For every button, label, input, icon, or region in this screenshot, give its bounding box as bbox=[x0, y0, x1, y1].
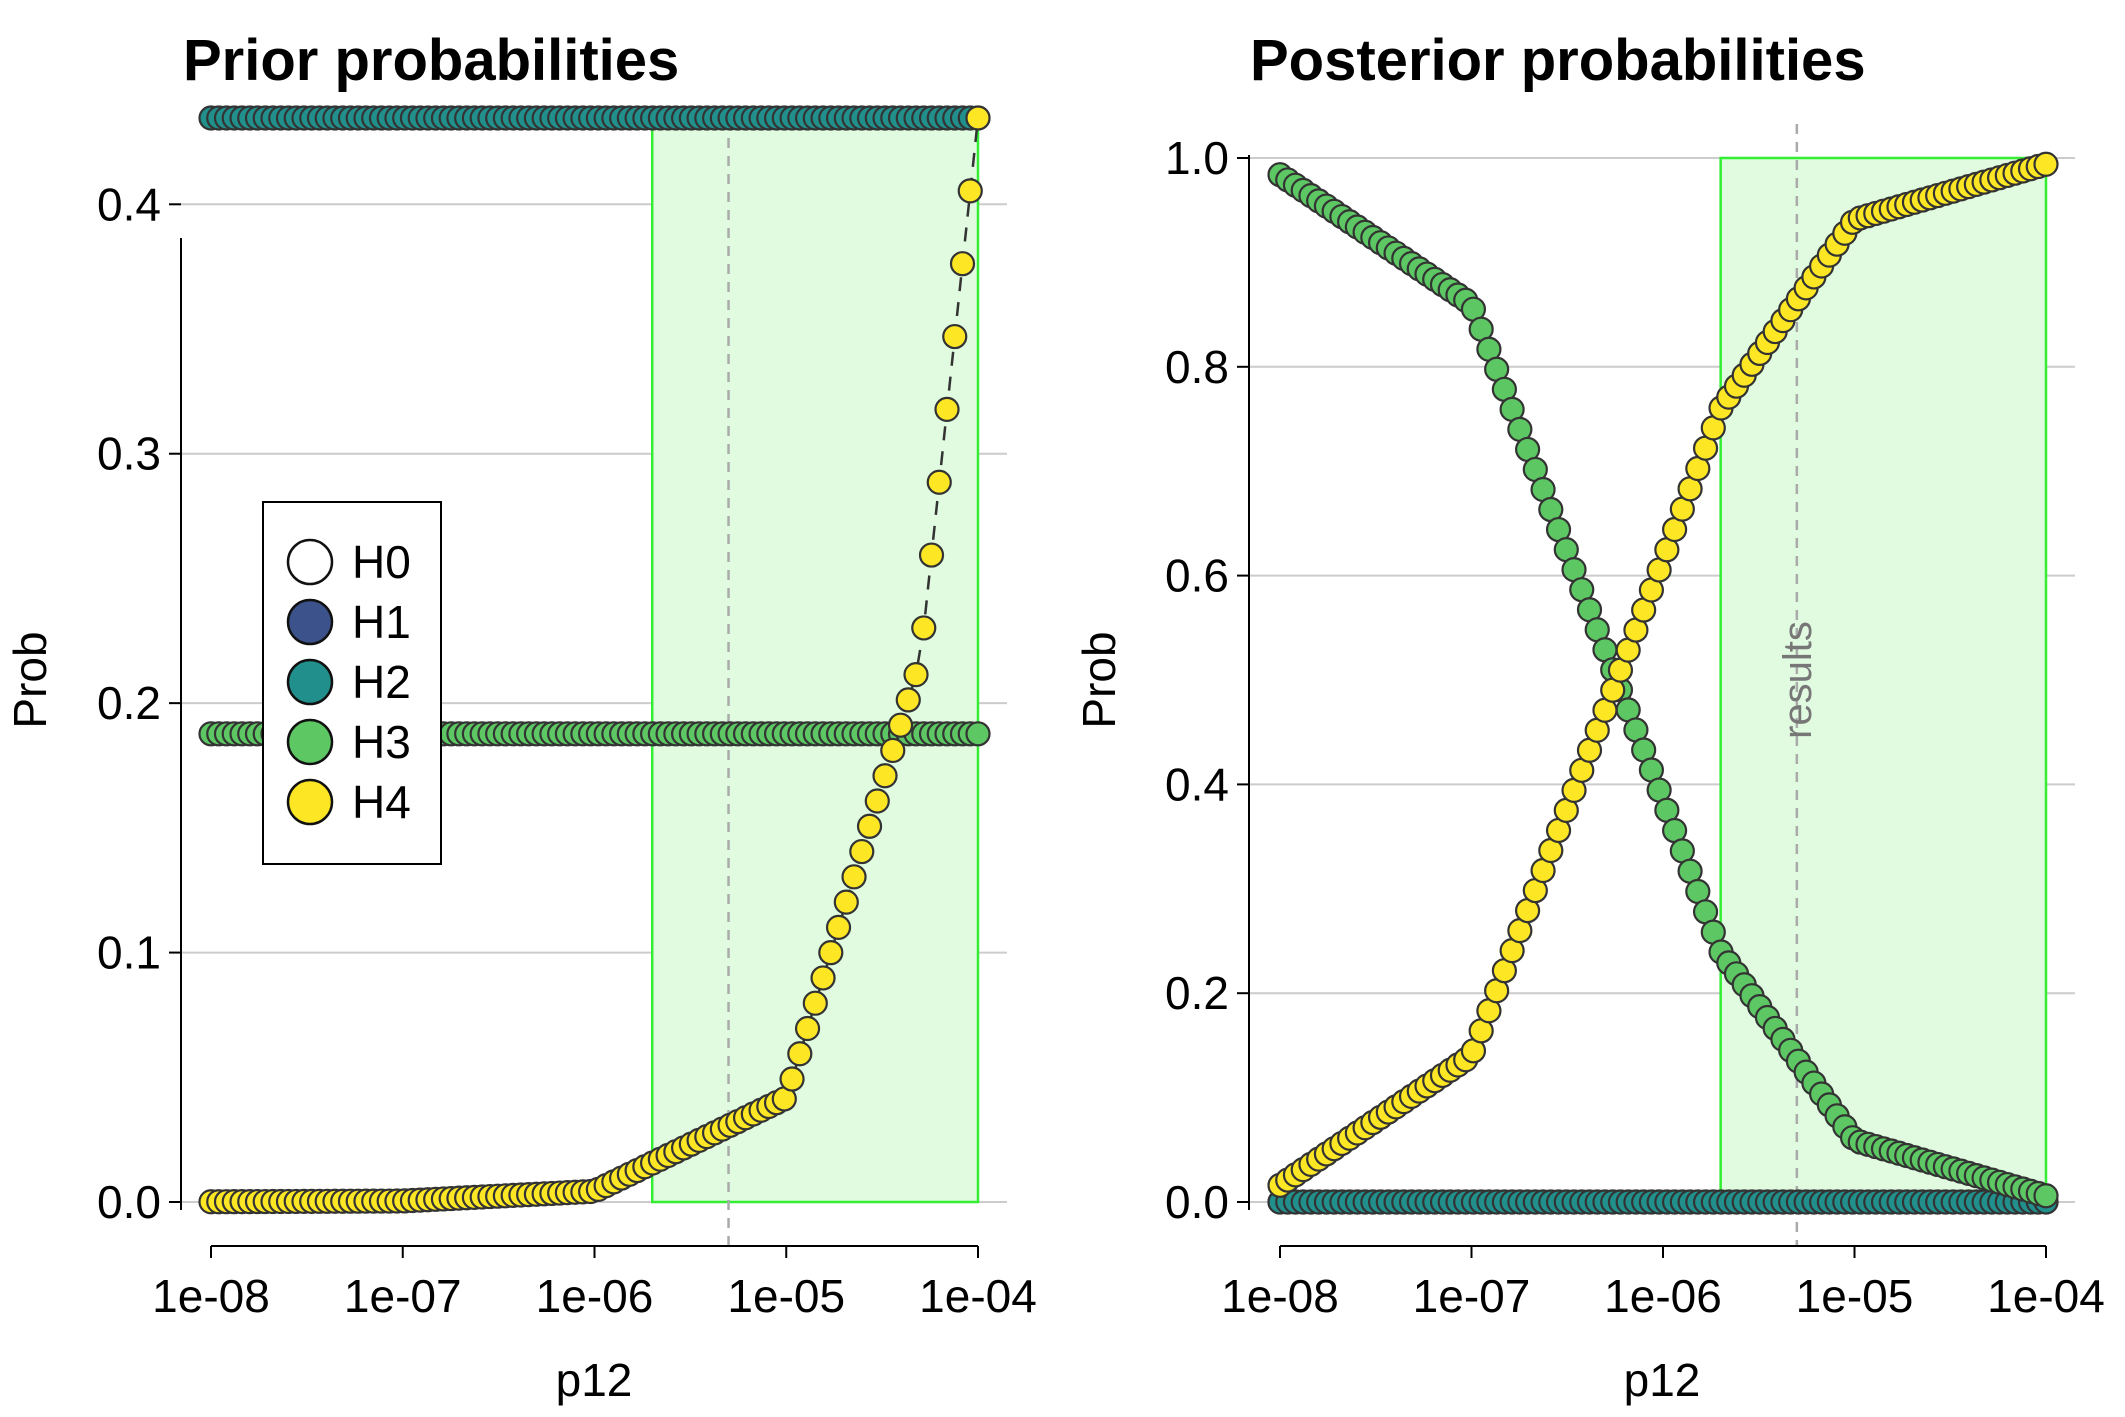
prior-h4-point bbox=[918, 542, 945, 568]
posterior-y-label: Prob bbox=[1073, 631, 1125, 728]
posterior-x-ticks: 1e-08 1e-07 1e-06 1e-05 1e-04 bbox=[1221, 1246, 2105, 1322]
posterior-x-tick-label: 1e-04 bbox=[1987, 1270, 2105, 1322]
prior-h4-point bbox=[880, 737, 906, 764]
prior-h4-point bbox=[849, 838, 875, 865]
posterior-x-label: p12 bbox=[1624, 1354, 1701, 1406]
prior-points bbox=[198, 105, 991, 1215]
posterior-x-tick-label: 1e-08 bbox=[1221, 1270, 1339, 1322]
posterior-y-tick-label: 0.8 bbox=[1165, 341, 1229, 393]
prior-h4-point bbox=[856, 813, 883, 839]
prior-h4-point bbox=[810, 965, 836, 991]
prior-x-tick-label: 1e-04 bbox=[919, 1270, 1037, 1322]
prior-x-ticks: 1e-08 1e-07 1e-06 1e-05 1e-04 bbox=[152, 1246, 1037, 1322]
prior-h4-point bbox=[895, 687, 921, 713]
prior-x-tick-label: 1e-06 bbox=[536, 1270, 654, 1322]
posterior-y-tick-label: 0.0 bbox=[1165, 1176, 1229, 1228]
prior-y-tick-label: 0.2 bbox=[97, 677, 161, 729]
prior-h4-point bbox=[911, 615, 937, 641]
prior-y-label: Prob bbox=[4, 631, 56, 728]
posterior-x-tick-label: 1e-07 bbox=[1413, 1270, 1531, 1322]
legend-marker-h2 bbox=[286, 658, 334, 706]
prior-y-ticks: 0.0 0.1 0.2 0.3 0.4 bbox=[97, 178, 181, 1228]
posterior-h4-point bbox=[2033, 151, 2059, 177]
legend-label-h4: H4 bbox=[352, 776, 411, 828]
prior-h4-point bbox=[802, 990, 828, 1016]
posterior-y-tick-label: 1.0 bbox=[1165, 132, 1229, 184]
prior-h4-point bbox=[949, 251, 976, 277]
legend-marker-h0 bbox=[286, 538, 334, 586]
prior-h4-point bbox=[926, 469, 952, 495]
prior-chart: Prior probabilities 0.0 0.1 0.2 0.3 0.4 1e-0… bbox=[4, 28, 1037, 1406]
legend: H0 H1 H2 H3 H4 bbox=[262, 501, 442, 865]
legend-marker-h4 bbox=[286, 778, 334, 826]
legend-marker-h1 bbox=[286, 598, 334, 646]
posterior-highlight-region bbox=[1719, 156, 2048, 1204]
prior-h4-point bbox=[779, 1066, 805, 1092]
prior-h4-point bbox=[833, 889, 859, 915]
posterior-chart: Posterior probabilities results 0.00.20.… bbox=[1073, 28, 2105, 1406]
prior-y-tick-label: 0.3 bbox=[97, 428, 161, 480]
prior-h4-point bbox=[965, 105, 991, 131]
prior-x-tick-label: 1e-07 bbox=[344, 1270, 462, 1322]
prior-x-label: p12 bbox=[556, 1354, 633, 1406]
prior-h4-point bbox=[934, 396, 960, 422]
prior-title: Prior probabilities bbox=[183, 28, 679, 93]
posterior-y-ticks: 0.0 0.2 0.4 0.6 0.8 1.0 bbox=[1165, 132, 1249, 1228]
prior-h4-point bbox=[794, 1015, 821, 1042]
prior-y-tick-label: 0.4 bbox=[97, 178, 161, 230]
posterior-y-tick-label: 0.6 bbox=[1165, 550, 1229, 602]
prior-h3-point bbox=[965, 721, 991, 747]
prior-h4-point bbox=[903, 662, 929, 688]
posterior-y-tick-label: 0.4 bbox=[1165, 758, 1229, 810]
prior-h4-point bbox=[957, 178, 983, 204]
posterior-points bbox=[1267, 151, 2059, 1215]
prior-h4-point bbox=[818, 940, 844, 966]
legend-label-h2: H2 bbox=[352, 656, 411, 708]
legend-marker-h3 bbox=[286, 718, 334, 766]
posterior-h3-point bbox=[2033, 1183, 2059, 1209]
prior-h4-point bbox=[942, 323, 968, 350]
prior-x-tick-label: 1e-05 bbox=[727, 1270, 845, 1322]
posterior-title: Posterior probabilities bbox=[1250, 28, 1866, 93]
results-annotation: results bbox=[1776, 621, 1820, 739]
posterior-x-tick-label: 1e-05 bbox=[1796, 1270, 1914, 1322]
prior-h4-point bbox=[872, 763, 898, 789]
legend-label-h3: H3 bbox=[352, 716, 411, 768]
prior-y-tick-label: 0.1 bbox=[97, 927, 161, 979]
prior-h4-point bbox=[825, 914, 852, 940]
legend-label-h0: H0 bbox=[352, 536, 411, 588]
prior-x-tick-label: 1e-08 bbox=[152, 1270, 270, 1322]
prior-h4-point bbox=[787, 1041, 813, 1067]
prior-h4-point bbox=[887, 712, 914, 738]
prior-h4-point bbox=[864, 788, 890, 814]
prior-highlight-region bbox=[650, 118, 980, 1204]
posterior-y-tick-label: 0.2 bbox=[1165, 967, 1229, 1019]
prior-y-tick-label: 0.0 bbox=[97, 1176, 161, 1228]
prior-h4-point bbox=[841, 864, 867, 890]
posterior-x-tick-label: 1e-06 bbox=[1604, 1270, 1722, 1322]
legend-label-h1: H1 bbox=[352, 596, 411, 648]
